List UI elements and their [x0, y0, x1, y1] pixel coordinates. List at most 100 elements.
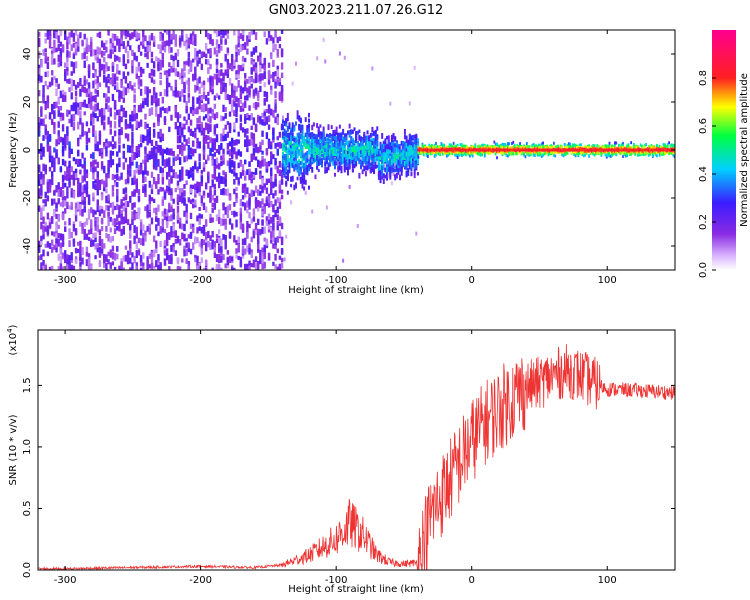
heatmap-cell [191, 148, 195, 157]
heatmap-cell [46, 85, 50, 90]
heatmap-cell [324, 152, 327, 158]
heatmap-cell [126, 59, 130, 64]
heatmap-cell [126, 51, 130, 59]
heatmap-cell [126, 123, 130, 129]
heatmap-cell [246, 147, 249, 153]
heatmap-cell [150, 51, 154, 58]
heatmap-cell [90, 91, 93, 97]
heatmap-cell [113, 121, 117, 129]
heatmap-cell [314, 156, 317, 163]
heatmap-cell [222, 158, 225, 165]
heatmap-cell [348, 159, 351, 165]
heatmap-cell [200, 247, 204, 255]
heatmap-cell [100, 63, 104, 71]
heatmap-cell [360, 150, 363, 155]
heatmap-cell [293, 150, 296, 156]
heatmap-cell [185, 258, 188, 264]
heatmap-cell [345, 139, 348, 146]
heatmap-cell [296, 155, 299, 159]
heatmap-cell [107, 218, 110, 227]
heatmap-cell [274, 106, 277, 113]
heatmap-cell [410, 166, 413, 172]
heatmap-cell [276, 248, 279, 254]
heatmap-cell [55, 238, 58, 245]
heatmap-cell [59, 50, 63, 57]
heatmap-cell [207, 113, 210, 119]
heatmap-cell [220, 115, 223, 122]
heatmap-cell [168, 266, 171, 270]
heatmap-cell [113, 218, 117, 224]
heatmap-cell [200, 257, 204, 263]
heatmap-cell [124, 245, 128, 250]
heatmap-cell [51, 231, 54, 236]
heatmap-cell [263, 251, 266, 260]
heatmap-cell [343, 142, 346, 148]
heatmap-cell [265, 38, 269, 45]
heatmap-cell [155, 262, 158, 268]
heatmap-cell [209, 39, 212, 44]
heatmap-cell [96, 216, 99, 225]
heatmap-cell [53, 58, 56, 65]
heatmap-cell [319, 150, 322, 156]
heatmap-cell [222, 254, 225, 261]
heatmap-cell [288, 135, 291, 141]
heatmap-cell [57, 224, 60, 229]
heatmap-cell [241, 223, 245, 231]
heatmap-cell [94, 179, 97, 184]
heatmap-cell [196, 166, 199, 172]
heatmap-cell [64, 256, 67, 264]
heatmap-cell [228, 63, 232, 70]
heatmap-cell [64, 76, 67, 82]
heatmap-cell [64, 171, 67, 179]
heatmap-cell [261, 150, 264, 155]
heatmap-cell [83, 101, 86, 108]
heatmap-cell [347, 157, 350, 163]
heatmap-cell [144, 90, 147, 95]
heatmap-cell [55, 223, 58, 231]
heatmap-cell [384, 163, 387, 168]
heatmap-cell [40, 75, 43, 83]
heatmap-cell [405, 135, 408, 139]
heatmap-cell [113, 45, 117, 53]
heatmap-cell [72, 102, 76, 109]
heatmap-cell [215, 238, 219, 244]
heatmap-cell [224, 218, 227, 225]
heatmap-cell [272, 109, 275, 118]
heatmap-cell [306, 134, 309, 140]
heatmap-cell [373, 164, 376, 168]
heatmap-cell [137, 249, 141, 255]
heatmap-cell [270, 201, 273, 207]
heatmap-cell [131, 154, 134, 162]
heatmap-cell [74, 202, 78, 209]
heatmap-cell [400, 145, 403, 150]
heatmap-cell [334, 136, 337, 141]
heatmap-cell [405, 156, 408, 160]
heatmap-cell [150, 171, 154, 178]
heatmap-cell [270, 231, 273, 240]
heatmap-cell [198, 76, 201, 84]
heatmap-cell [150, 33, 154, 41]
heatmap-cell [274, 157, 277, 166]
heatmap-cell [215, 157, 219, 164]
heatmap-cell [187, 170, 191, 179]
heatmap-cell [87, 44, 91, 52]
heatmap-cell [222, 233, 225, 240]
heatmap-cell [74, 109, 78, 115]
heatmap-cell [105, 183, 108, 188]
heatmap-cell [220, 38, 223, 45]
heatmap-cell [387, 136, 390, 141]
heatmap-cell [276, 37, 279, 44]
heatmap-cell [42, 148, 45, 157]
heatmap-cell [246, 200, 249, 208]
heatmap-cell [257, 146, 260, 154]
heatmap-cell [118, 226, 121, 232]
heatmap-cell [194, 257, 197, 263]
heatmap-cell [235, 239, 238, 246]
heatmap-cell [263, 71, 266, 80]
heatmap-cell [144, 192, 147, 198]
heatmap-cell [244, 193, 247, 198]
heatmap-cell [317, 147, 320, 153]
heatmap-cell [345, 133, 348, 137]
heatmap-cell [150, 188, 154, 195]
heatmap-cell [170, 253, 173, 261]
